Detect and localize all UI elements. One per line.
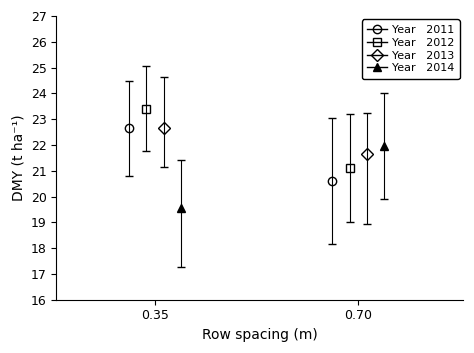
Legend: Year   2011, Year   2012, Year   2013, Year   2014: Year 2011, Year 2012, Year 2013, Year 20… [362,19,460,79]
Y-axis label: DMY (t ha⁻¹): DMY (t ha⁻¹) [11,115,25,201]
X-axis label: Row spacing (m): Row spacing (m) [202,328,318,342]
